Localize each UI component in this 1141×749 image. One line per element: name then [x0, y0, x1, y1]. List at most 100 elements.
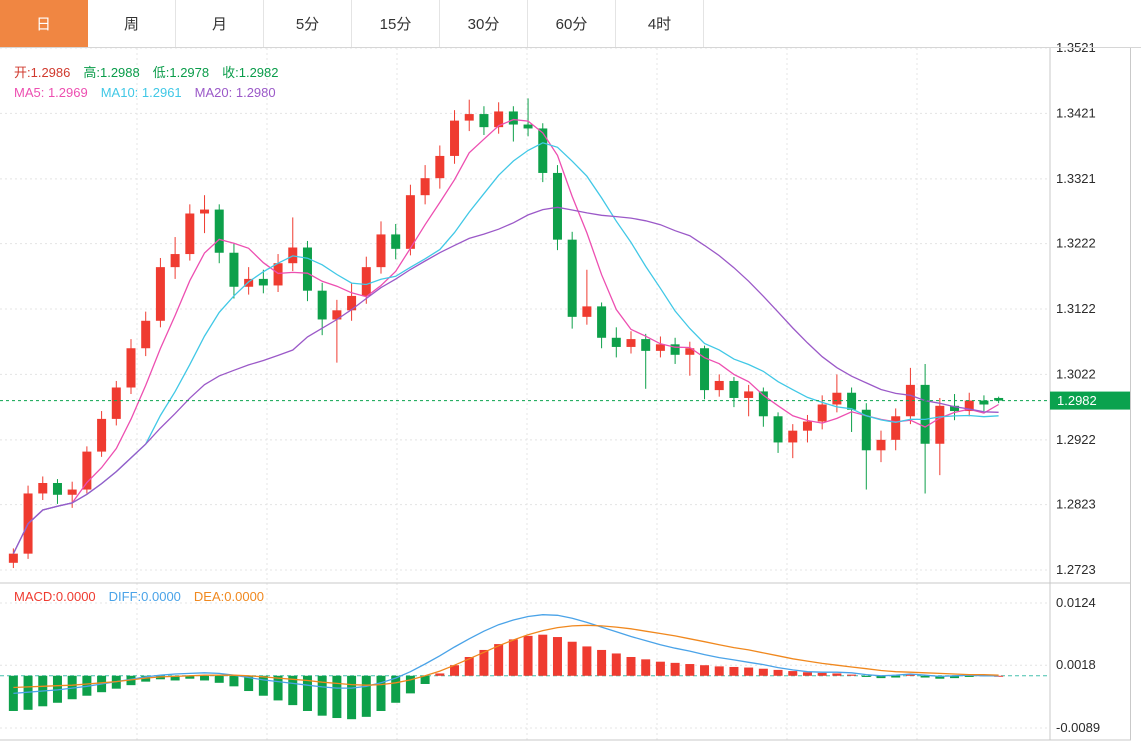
- macd-axis-label: -0.0089: [1056, 720, 1100, 735]
- tab-30min[interactable]: 30分: [440, 0, 528, 47]
- macd-histogram-bar: [538, 634, 548, 676]
- candle-body: [979, 400, 989, 405]
- tab-4hour[interactable]: 4时: [616, 0, 704, 47]
- price-axis-label: 1.2723: [1056, 562, 1096, 577]
- macd-legend-item: MACD:0.0000: [14, 589, 96, 604]
- macd-histogram-bar: [655, 661, 665, 676]
- macd-histogram-bar: [244, 675, 254, 692]
- ma20-line: [12, 206, 999, 554]
- candle-body: [655, 344, 665, 351]
- candle-body: [494, 111, 504, 128]
- price-axis-label: 1.3022: [1056, 366, 1096, 381]
- tab-day[interactable]: 日: [0, 0, 88, 47]
- macd-histogram-bar: [611, 653, 621, 676]
- macd-histogram-bar: [302, 675, 312, 711]
- ohlc-legend-item: 收:1.2982: [222, 65, 279, 80]
- candle-body: [935, 405, 945, 444]
- macd-legend-item: DEA:0.0000: [193, 589, 265, 604]
- candle-body: [347, 295, 357, 311]
- candle-body: [464, 114, 474, 121]
- macd-histogram-bar: [435, 673, 445, 676]
- price-axis-label: 1.3122: [1056, 301, 1096, 316]
- candle-body: [523, 124, 533, 129]
- ohlc-legend-item: 低:1.2978: [152, 65, 210, 80]
- tab-month[interactable]: 月: [176, 0, 264, 47]
- macd-histogram-bar: [744, 667, 754, 676]
- candle-body: [258, 278, 268, 286]
- macd-histogram-bar: [861, 675, 871, 677]
- candle-body: [391, 234, 401, 249]
- candle-body: [788, 430, 798, 443]
- tab-60min[interactable]: 60分: [528, 0, 616, 47]
- macd-histogram-bar: [508, 639, 518, 676]
- candle-body: [273, 263, 283, 286]
- macd-histogram-bar: [405, 675, 415, 694]
- candle-body: [67, 489, 77, 495]
- candle-body: [332, 310, 342, 320]
- macd-histogram-bar: [8, 675, 18, 711]
- macd-histogram-bar: [214, 675, 224, 683]
- macd-histogram-bar: [376, 675, 386, 711]
- macd-histogram-bar: [950, 675, 960, 679]
- candle-body: [38, 483, 48, 494]
- candle-body: [832, 392, 842, 405]
- candle-body: [97, 418, 107, 452]
- candle-body: [817, 404, 827, 422]
- macd-histogram-bar: [788, 671, 798, 676]
- ohlc-legend-item: 高:1.2988: [83, 65, 140, 80]
- candle-body: [244, 278, 254, 287]
- candle-body: [508, 111, 518, 125]
- candle-body: [714, 380, 724, 391]
- macd-histogram-bar: [347, 675, 357, 720]
- candle-body: [126, 348, 136, 388]
- macd-histogram-bar: [891, 675, 901, 678]
- tab-15min[interactable]: 15分: [352, 0, 440, 47]
- candle-body: [582, 306, 592, 317]
- candle-body: [170, 254, 180, 268]
- macd-histogram-bar: [450, 665, 460, 676]
- ma-legend-item: MA20: 1.2980: [194, 85, 276, 100]
- candle-body: [229, 252, 239, 287]
- macd-histogram-bar: [920, 675, 930, 678]
- macd-histogram-bar: [288, 675, 298, 706]
- candle-body: [994, 397, 1004, 401]
- candle-body: [920, 384, 930, 444]
- macd-histogram-bar: [185, 675, 195, 679]
- price-axis-label: 1.3222: [1056, 236, 1096, 251]
- candle-body: [214, 209, 224, 253]
- macd-histogram-bar: [626, 656, 636, 676]
- candle-body: [891, 416, 901, 440]
- candle-body: [200, 209, 210, 214]
- ohlc-legend-item: 开:1.2986: [14, 65, 71, 80]
- macd-histogram-bar: [876, 675, 886, 679]
- macd-histogram-bar: [802, 672, 812, 676]
- price-axis-label: 1.2922: [1056, 432, 1096, 447]
- macd-histogram-bar: [670, 662, 680, 676]
- macd-histogram-bar: [273, 675, 283, 701]
- candle-body: [773, 416, 783, 443]
- macd-histogram-bar: [229, 675, 239, 687]
- macd-histogram-bar: [567, 641, 577, 676]
- candle-body: [8, 553, 18, 563]
- candle-body: [435, 155, 445, 179]
- candle-body: [538, 128, 548, 173]
- candle-body: [185, 213, 195, 255]
- tab-5min[interactable]: 5分: [264, 0, 352, 47]
- candle-body: [317, 290, 327, 320]
- candle-body: [111, 387, 121, 419]
- price-axis-label: 1.3421: [1056, 105, 1096, 120]
- current-price-badge-text: 1.2982: [1057, 393, 1097, 408]
- macd-histogram-bar: [420, 675, 430, 684]
- candle-body: [744, 391, 754, 398]
- candle-body: [861, 409, 871, 451]
- ohlc-legend: 开:1.2986 高:1.2988 低:1.2978 收:1.2982: [14, 62, 292, 81]
- price-axis-label: 1.2823: [1056, 497, 1096, 512]
- tab-week[interactable]: 周: [88, 0, 176, 47]
- candle-body: [82, 451, 92, 490]
- macd-histogram-bar: [523, 635, 533, 676]
- candle-body: [964, 400, 974, 412]
- candle-body: [376, 234, 386, 268]
- macd-histogram-bar: [700, 665, 710, 676]
